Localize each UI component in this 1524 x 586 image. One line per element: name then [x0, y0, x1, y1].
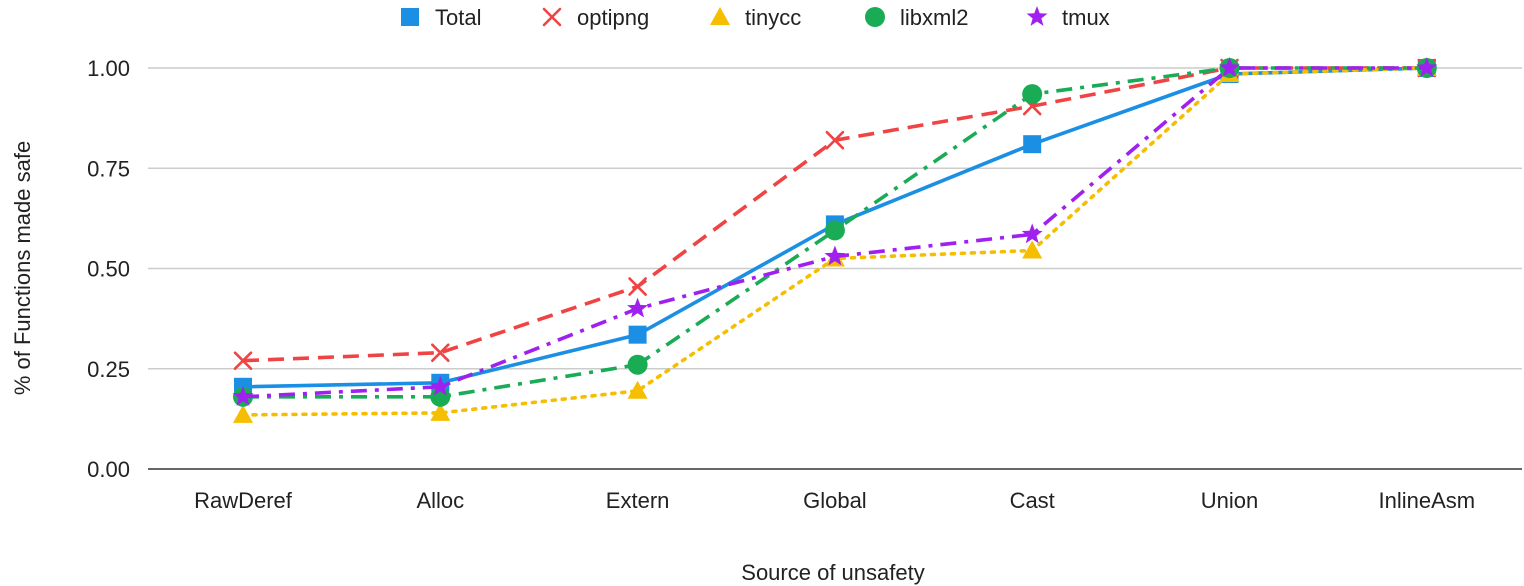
gridlines — [148, 67, 1522, 470]
data-point — [429, 375, 451, 396]
legend-item: tmux — [1026, 5, 1110, 30]
series-line — [241, 66, 1429, 417]
data-point — [1219, 57, 1240, 77]
y-axis-title: % of Functions made safe — [10, 141, 35, 395]
y-tick-label: 0.25 — [87, 357, 130, 382]
series-optipng — [233, 58, 1437, 371]
x-tick-label: Cast — [1010, 488, 1055, 513]
data-point — [1022, 240, 1043, 259]
data-point — [430, 402, 451, 421]
series-libxml2 — [233, 58, 1437, 407]
legend-item: Total — [401, 5, 481, 30]
legend-item: optipng — [542, 5, 649, 30]
series-group — [232, 57, 1438, 423]
data-point — [232, 385, 254, 406]
x-tick-label: InlineAsm — [1379, 488, 1476, 513]
data-point — [430, 343, 450, 363]
x-tick-label: RawDeref — [194, 488, 293, 513]
data-point — [1416, 57, 1438, 77]
legend-label: libxml2 — [900, 5, 968, 30]
legend: Total optipng tinycc libxml2 tmux — [401, 5, 1110, 30]
data-point — [824, 245, 846, 266]
legend-item: libxml2 — [865, 5, 968, 30]
x-tick-label: Global — [803, 488, 867, 513]
y-tick-label: 1.00 — [87, 56, 130, 81]
data-point — [1022, 84, 1043, 105]
y-tick-label: 0.50 — [87, 257, 130, 282]
data-point — [233, 404, 253, 423]
data-point — [824, 220, 845, 241]
legend-marker — [1026, 6, 1048, 26]
data-point — [233, 351, 253, 371]
y-tick-label: 0.00 — [87, 457, 130, 482]
data-point — [627, 354, 648, 375]
x-tick-label: Union — [1201, 488, 1258, 513]
legend-label: tmux — [1062, 5, 1110, 30]
x-tick-label: Alloc — [416, 488, 464, 513]
data-point — [627, 297, 649, 318]
legend-label: tinycc — [745, 5, 801, 30]
data-point — [628, 277, 647, 296]
data-point — [825, 130, 845, 150]
legend-marker — [401, 8, 419, 26]
x-tick-label: Extern — [606, 488, 670, 513]
y-tick-label: 0.75 — [87, 156, 130, 181]
legend-label: optipng — [577, 5, 649, 30]
legend-marker — [865, 7, 885, 27]
legend-item: tinycc — [710, 5, 801, 30]
data-point — [1023, 135, 1042, 154]
legend-marker — [710, 7, 730, 25]
legend-marker — [542, 7, 562, 27]
data-point — [1021, 223, 1043, 244]
data-point — [628, 325, 647, 344]
series-tmux — [232, 57, 1438, 406]
series-line — [242, 66, 1427, 363]
y-tick-labels: 0.00 0.25 0.50 0.75 1.00 — [87, 56, 130, 482]
x-tick-labels: RawDeref Alloc Extern Global Cast Union Inline… — [194, 488, 1475, 513]
legend-label: Total — [435, 5, 481, 30]
x-axis-title: Source of unsafety — [741, 560, 924, 585]
data-point — [627, 380, 648, 399]
